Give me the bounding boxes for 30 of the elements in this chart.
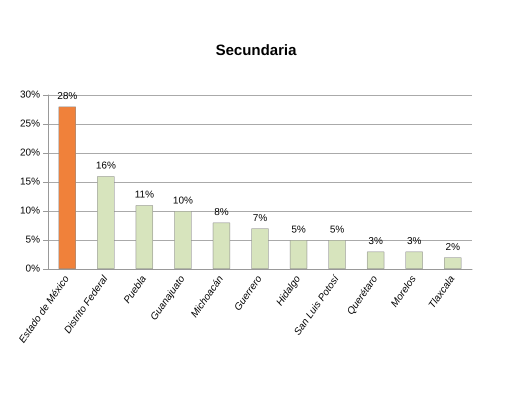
data-label: 28% [57, 91, 78, 102]
data-label: 7% [252, 212, 268, 224]
y-tick-label: 10% [20, 206, 40, 216]
data-label: 3% [406, 236, 422, 248]
data-label: 5% [330, 224, 344, 236]
y-tick-label: 25% [20, 118, 40, 130]
chart-title: Secundaria [216, 42, 298, 59]
bar [251, 228, 269, 269]
data-label: 8% [214, 207, 229, 218]
bar [328, 240, 346, 269]
bar [366, 252, 384, 269]
y-tick-label: 30% [20, 90, 40, 100]
y-tick-label: 5% [26, 234, 40, 246]
bar [290, 240, 308, 269]
y-tick-label: 0% [26, 264, 40, 274]
data-label: 2% [446, 242, 460, 253]
bar [174, 211, 192, 269]
data-label: 11% [134, 190, 154, 201]
y-tick-label: 15% [20, 176, 40, 188]
bar [406, 252, 423, 269]
bar [212, 222, 230, 269]
data-label: 10% [172, 196, 194, 206]
data-label: 16% [96, 160, 116, 172]
data-label: 5% [291, 224, 306, 236]
bar [97, 176, 114, 269]
y-tick-label: 20% [20, 148, 40, 158]
bar [58, 106, 76, 269]
bar [136, 205, 154, 269]
data-label: 3% [368, 236, 383, 248]
bar [444, 257, 462, 269]
